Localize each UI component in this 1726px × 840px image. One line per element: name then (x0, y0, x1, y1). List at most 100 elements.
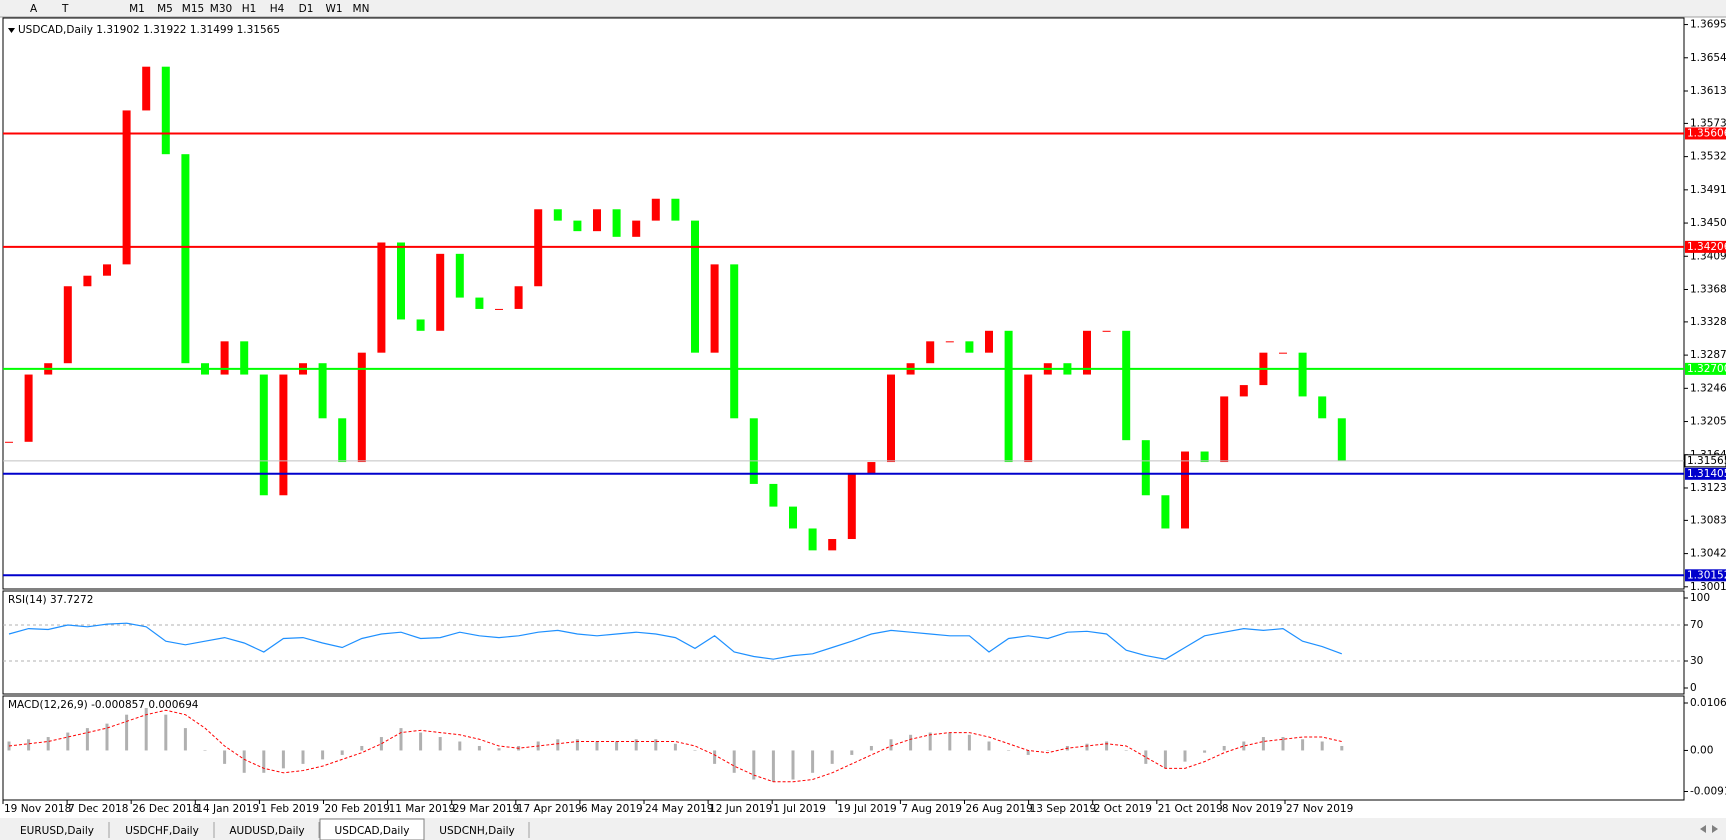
tool-icon[interactable]: T (61, 3, 69, 15)
candle (495, 308, 503, 310)
candle (1298, 352, 1307, 397)
macd-bar (262, 750, 266, 773)
timeframe-button[interactable]: M30 (210, 3, 232, 15)
macd-bar (1301, 739, 1305, 751)
tab-label[interactable]: USDCAD,Daily (335, 825, 410, 837)
timeframe-button[interactable]: H1 (242, 3, 257, 15)
macd-bar (869, 745, 873, 751)
candle (455, 253, 464, 298)
y-tick-label: 1.32460 (1690, 382, 1726, 394)
macd-bar (791, 750, 795, 780)
candle (475, 297, 484, 309)
candle (357, 352, 366, 463)
x-tick-label: 6 May 2019 (581, 803, 643, 815)
candle (259, 374, 268, 496)
tab-scroll-left[interactable] (1700, 825, 1706, 833)
level-label-box (1685, 362, 1726, 375)
y-tick-label: 1.32870 (1690, 349, 1726, 361)
tab-label[interactable]: EURUSD,Daily (20, 825, 94, 837)
macd-bar (85, 728, 89, 751)
macd-bar (1163, 750, 1167, 769)
timeframe-button[interactable]: H4 (270, 3, 285, 15)
macd-bar (458, 741, 462, 751)
macd-bar (399, 728, 403, 751)
candle (593, 209, 601, 232)
level-label: 1.32700 (1687, 363, 1726, 375)
macd-bar (497, 748, 501, 751)
macd-bar (1320, 741, 1324, 751)
level-label-box (1685, 240, 1726, 253)
y-tick-label: 1.33680 (1690, 283, 1726, 295)
macd-bar (732, 750, 736, 773)
x-tick-label: 20 Feb 2019 (325, 803, 390, 815)
candle (24, 374, 33, 442)
y-tick-label: 1.35730 (1690, 117, 1726, 129)
x-tick-label: 17 Apr 2019 (517, 803, 582, 815)
timeframe-button[interactable]: W1 (325, 3, 342, 15)
timeframe-button[interactable]: M5 (157, 3, 173, 15)
timeframe-button[interactable]: M15 (182, 3, 204, 15)
tab-label[interactable]: USDCNH,Daily (439, 825, 514, 837)
timeframe-button[interactable]: D1 (299, 3, 314, 15)
candle (1337, 418, 1346, 461)
candle (1083, 330, 1091, 375)
timeframe-button[interactable]: M1 (129, 3, 145, 15)
tab-bar (0, 818, 1726, 840)
active-tab[interactable] (319, 818, 425, 840)
candle (1239, 385, 1248, 397)
tab-scroll-right[interactable] (1712, 825, 1718, 833)
close: 1.31565 (237, 24, 280, 36)
rsi-line (8, 622, 1343, 660)
candle (63, 286, 72, 364)
candle (985, 330, 993, 353)
candle (926, 341, 935, 364)
macd-bar (1007, 750, 1011, 751)
candle (220, 341, 229, 375)
macd-bar (556, 739, 560, 751)
macd-bar (928, 732, 932, 751)
y-tick-label: 1.34910 (1690, 184, 1726, 196)
candle (240, 341, 249, 375)
level-label-box (1685, 127, 1726, 140)
candle (769, 483, 778, 507)
candle (377, 242, 386, 353)
candle (103, 264, 111, 276)
level-label: 1.34206 (1687, 241, 1726, 253)
macd-bar (340, 750, 344, 755)
tab-label[interactable]: USDCHF,Daily (125, 825, 199, 837)
high: 1.31922 (143, 24, 186, 36)
x-tick-label: 26 Dec 2018 (132, 803, 199, 815)
candle (671, 198, 680, 221)
y-tick-label: 1.33280 (1690, 316, 1726, 328)
macd-header: MACD(12,26,9) -0.000857 0.000694 (8, 699, 199, 711)
macd-bar (27, 739, 31, 751)
macd-bar (144, 707, 148, 751)
candle (867, 462, 876, 474)
y-tick-label: -0.009183 (1690, 786, 1726, 798)
y-tick-label: 1.30420 (1690, 548, 1726, 560)
x-tick-label: 26 Aug 2019 (966, 803, 1033, 815)
candle (553, 209, 562, 221)
level-label: 1.31405 (1687, 468, 1726, 480)
macd-panel (2, 695, 1685, 801)
macd-bar (693, 750, 697, 751)
timeframe-button[interactable]: MN (353, 3, 370, 15)
tool-icon[interactable]: A (30, 3, 38, 15)
macd-main: -0.000857 (91, 699, 145, 711)
candle (416, 319, 425, 331)
low: 1.31499 (190, 24, 233, 36)
tab-label[interactable]: AUDUSD,Daily (229, 825, 304, 837)
y-tick-label: 1.36130 (1690, 85, 1726, 97)
open: 1.31902 (96, 24, 139, 36)
macd-bar (301, 750, 305, 764)
candle (808, 528, 817, 551)
candle (1318, 396, 1327, 419)
macd-bar (379, 737, 383, 751)
macd-bar (948, 732, 952, 751)
y-tick-label: 1.34090 (1690, 250, 1726, 262)
x-tick-label: 19 Nov 2018 (4, 803, 71, 815)
y-tick-label: 1.30830 (1690, 514, 1726, 526)
y-tick-label: 0.010615 (1690, 697, 1726, 709)
candle (181, 154, 190, 364)
